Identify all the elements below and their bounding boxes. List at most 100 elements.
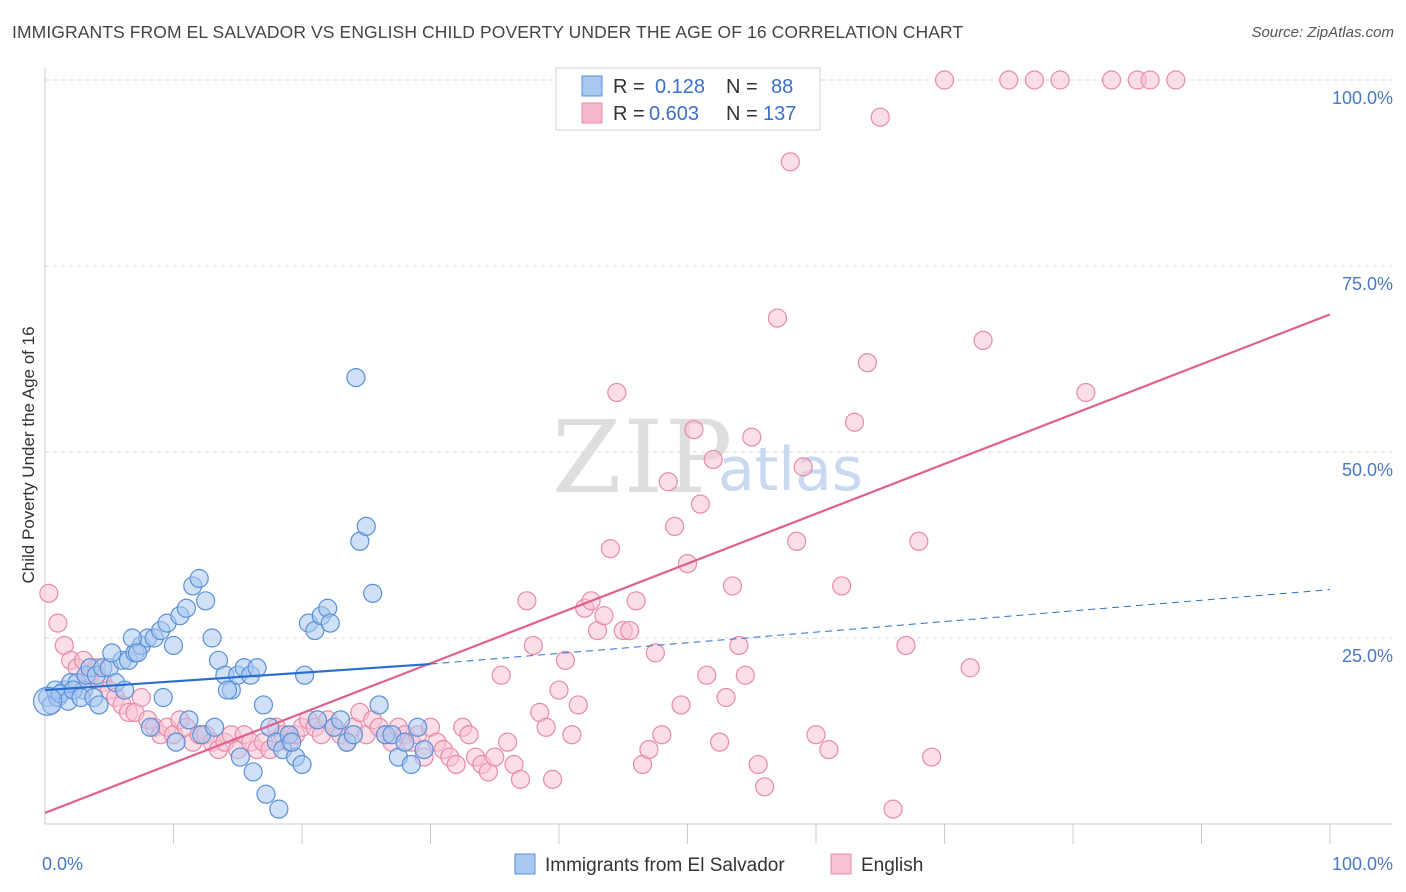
el-salvador-point-30 [189,568,209,589]
y-tick-labels: 25.0% 50.0% 75.0% 100.0% [1332,88,1393,666]
el-salvador-point-40 [253,695,274,715]
english-point-136 [1166,70,1186,90]
legend-n-label-pink: N = [726,103,758,125]
english-point-105 [716,687,736,708]
english-point-119 [844,412,865,432]
english-point-106 [722,576,743,596]
english-point-130 [1024,70,1045,90]
english-point-117 [819,739,839,760]
english-point-109 [742,427,762,447]
legend-n-label-blue: N = [726,76,758,98]
english-point-69 [485,747,505,767]
el-salvador-trendline-extension [430,589,1331,665]
el-salvador-point-81 [256,784,276,804]
english-point-81 [562,725,582,745]
el-salvador-point-77 [205,717,225,737]
legend-r-value-pink: 0.603 [649,103,699,125]
watermark-atlas: atlas [718,435,863,505]
el-salvador-points [32,368,434,819]
english-point-88 [607,382,627,403]
english-point-108 [735,665,755,685]
legend-label-el-salvador: Immigrants from El Salvador [545,855,785,876]
legend-label-english: English [861,855,923,876]
y-tick-label-75: 75.0% [1342,274,1393,294]
english-point-93 [639,739,659,760]
english-point-101 [690,494,710,514]
english-point-74 [517,591,537,611]
legend-n-value-blue: 88 [771,76,793,98]
el-salvador-point-54 [343,725,363,745]
x-tick-label-0: 0.0% [42,854,83,874]
legend-r-value-blue: 0.128 [655,76,705,98]
el-salvador-point-84 [294,665,315,685]
english-point-77 [536,717,556,737]
english-point-90 [620,620,640,641]
english-point-95 [652,725,672,745]
legend-swatch-pink [581,102,603,124]
el-salvador-point-56 [356,516,376,537]
english-point-123 [896,635,916,656]
el-salvador-point-86 [320,613,340,633]
trendlines [44,313,1331,814]
x-tick-labels: 0.0% 100.0% [42,854,1393,874]
english-point-79 [549,680,569,700]
legend-n-value-pink: 137 [763,103,796,125]
english-point-65 [459,725,479,745]
x-tick-label-100: 100.0% [1332,854,1393,874]
el-salvador-point-58 [369,695,389,715]
english-point-135 [1140,70,1160,90]
el-salvador-cluster-point [32,686,63,716]
english-point-110 [748,754,768,775]
el-salvador-point-46 [292,754,312,775]
english-point-112 [767,308,788,328]
el-salvador-point-57 [363,583,383,603]
el-salvador-point-85 [307,710,328,730]
english-point-63 [446,754,466,775]
el-salvador-point-73 [153,687,173,708]
english-point-132 [1076,382,1096,403]
english-point-127 [960,658,980,678]
english-point-80 [555,650,576,670]
el-salvador-point-75 [179,710,199,730]
y-tick-label-100: 100.0% [1332,88,1393,108]
english-point-133 [1101,70,1122,90]
el-salvador-point-74 [166,732,186,752]
el-salvador-point-26 [163,635,184,656]
y-tick-label-25: 25.0% [1342,646,1393,666]
english-point-91 [626,591,646,611]
english-point-129 [999,70,1019,90]
chart-title: IMMIGRANTS FROM EL SALVADOR VS ENGLISH C… [12,22,964,42]
el-salvador-point-87 [346,368,366,388]
english-point-1 [48,613,68,633]
el-salvador-point-32 [202,628,222,648]
legend-r-label-pink: R = [613,103,645,125]
english-point-0 [39,583,59,603]
el-salvador-trendline [44,662,431,692]
english-point-107 [729,635,749,656]
english-point-115 [793,457,813,477]
el-salvador-point-63 [401,754,421,775]
english-point-126 [934,70,955,90]
english-point-111 [754,777,775,797]
legend-swatch-el-salvador [514,853,536,875]
el-salvador-point-72 [140,717,160,737]
english-point-114 [787,531,807,551]
english-point-124 [909,531,929,551]
el-salvador-point-28 [176,598,196,618]
english-point-100 [684,420,704,440]
el-salvador-point-65 [414,739,434,760]
el-salvador-point-39 [247,658,267,678]
english-point-128 [973,330,993,350]
english-point-75 [523,635,543,656]
el-salvador-point-83 [282,732,302,752]
english-trendline [44,313,1331,814]
english-point-104 [710,732,730,752]
y-axis-title: Child Poverty Under the Age of 16 [19,326,38,583]
english-point-122 [883,799,903,819]
el-salvador-point-71 [127,643,148,663]
el-salvador-point-31 [196,591,216,611]
english-point-125 [922,747,942,767]
english-point-131 [1050,70,1070,90]
english-point-96 [658,472,678,492]
